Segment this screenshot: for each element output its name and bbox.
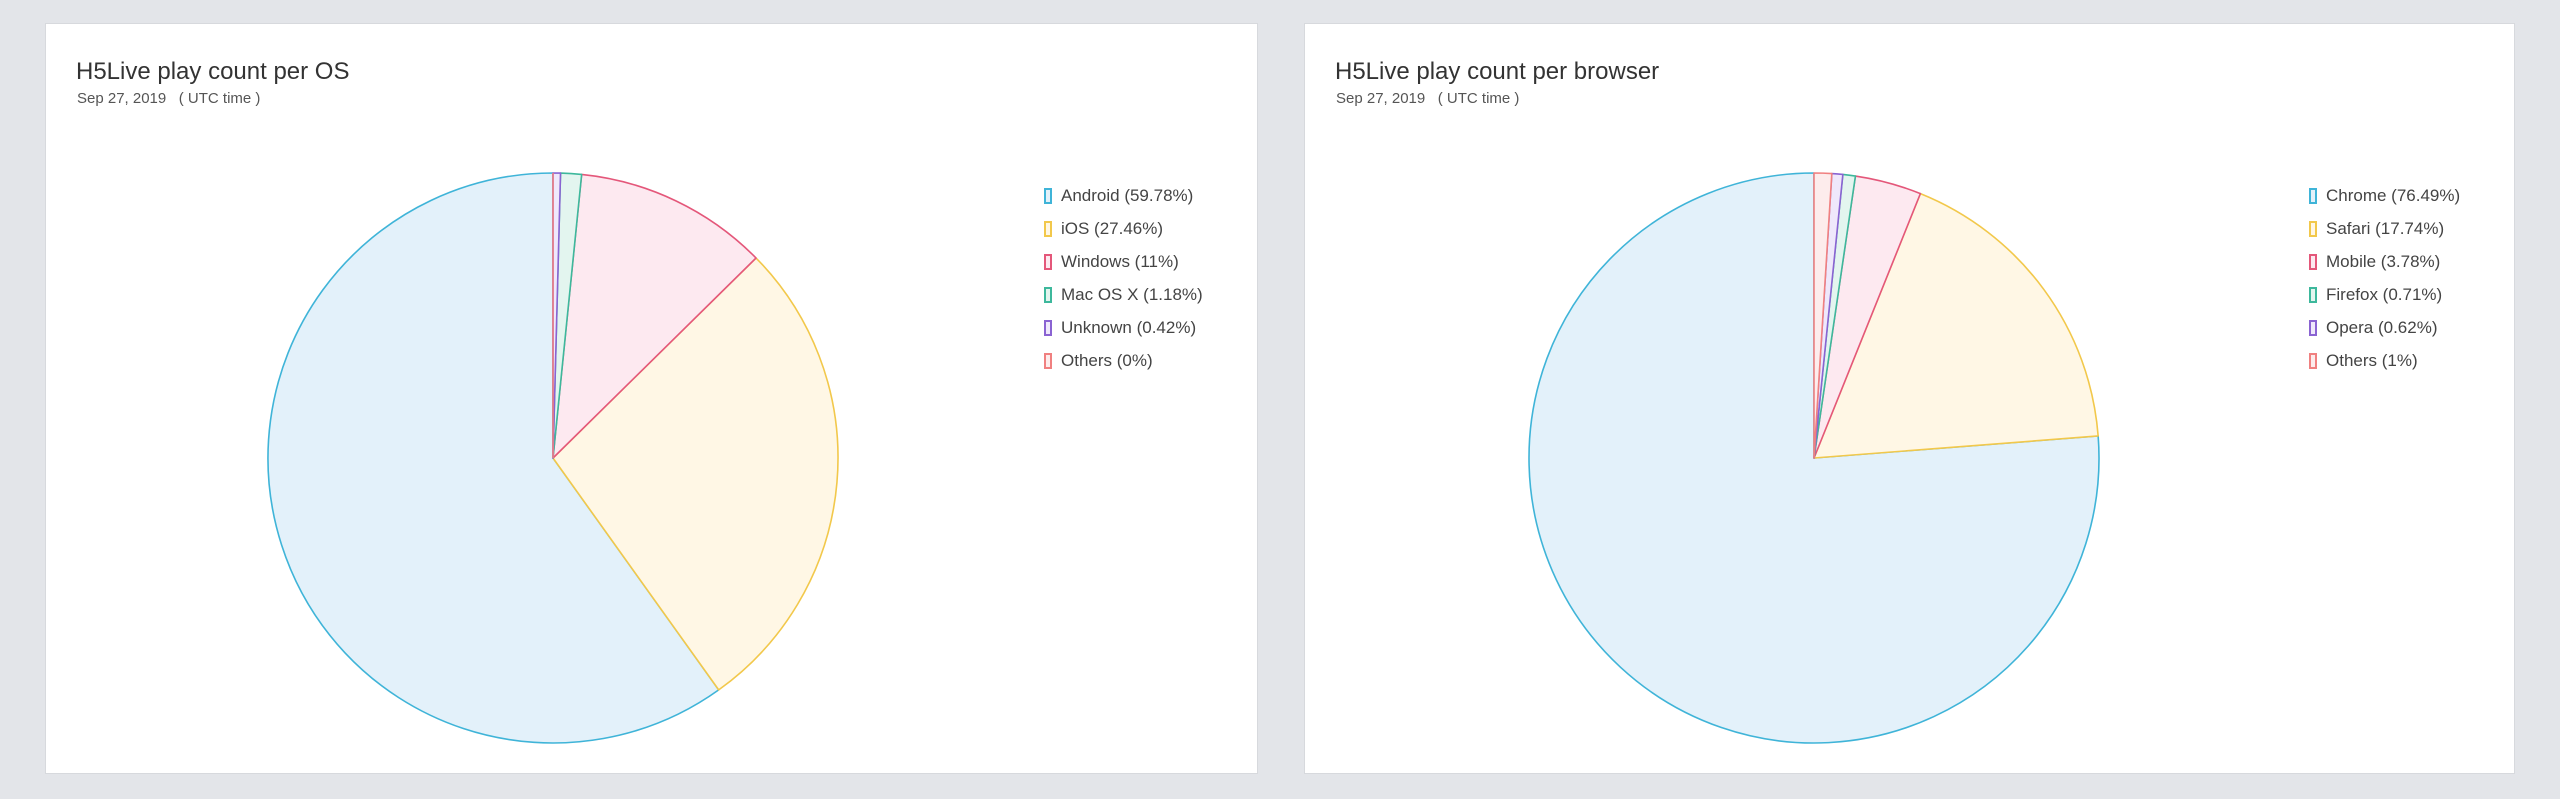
- pie-slice-safari[interactable]: [1813, 192, 2099, 459]
- legend-label: Opera (0.62%): [2326, 317, 2438, 337]
- legend-swatch: [2309, 319, 2317, 336]
- browser-legend: Chrome (76.49%) Safari (17.74%) Mobile (…: [2309, 179, 2460, 377]
- chart-title: H5Live play count per browser: [1335, 58, 1660, 85]
- legend-item-mobile[interactable]: Mobile (3.78%): [2309, 245, 2460, 278]
- os-chart-card: H5Live play count per OS Sep 27, 2019 ( …: [45, 23, 1258, 774]
- os-pie-chart: [267, 172, 839, 744]
- legend-item-android[interactable]: Android (59.78%): [1044, 179, 1203, 212]
- legend-item-safari[interactable]: Safari (17.74%): [2309, 212, 2460, 245]
- legend-label: Others (0%): [1061, 350, 1153, 370]
- legend-label: Others (1%): [2326, 350, 2418, 370]
- legend-item-chrome[interactable]: Chrome (76.49%): [2309, 179, 2460, 212]
- legend-label: Firefox (0.71%): [2326, 284, 2443, 304]
- pie-slice-others[interactable]: [1813, 172, 1833, 459]
- legend-label: Mobile (3.78%): [2326, 251, 2441, 271]
- legend-swatch: [2309, 286, 2317, 303]
- browser-pie-chart: [1528, 172, 2100, 744]
- chart-subtitle: Sep 27, 2019 ( UTC time ): [1336, 90, 1520, 107]
- legend-swatch: [1044, 352, 1052, 369]
- legend-label: Chrome (76.49%): [2326, 185, 2461, 205]
- legend-swatch: [1044, 319, 1052, 336]
- legend-swatch: [2309, 352, 2317, 369]
- chart-title: H5Live play count per OS: [76, 58, 350, 85]
- pie-slice-windows[interactable]: [552, 173, 757, 459]
- legend-swatch: [2309, 187, 2317, 204]
- pie-slice-android[interactable]: [267, 172, 720, 744]
- legend-label: Mac OS X (1.18%): [1061, 284, 1203, 304]
- legend-item-opera[interactable]: Opera (0.62%): [2309, 311, 2460, 344]
- chart-subtitle: Sep 27, 2019 ( UTC time ): [77, 90, 261, 107]
- legend-item-windows[interactable]: Windows (11%): [1044, 245, 1203, 278]
- legend-label: Unknown (0.42%): [1061, 317, 1197, 337]
- browser-chart-card: H5Live play count per browser Sep 27, 20…: [1304, 23, 2515, 774]
- legend-swatch: [2309, 220, 2317, 237]
- legend-swatch: [1044, 253, 1052, 270]
- legend-item-firefox[interactable]: Firefox (0.71%): [2309, 278, 2460, 311]
- legend-item-unknown[interactable]: Unknown (0.42%): [1044, 311, 1203, 344]
- legend-swatch: [1044, 220, 1052, 237]
- legend-item-ios[interactable]: iOS (27.46%): [1044, 212, 1203, 245]
- legend-swatch: [1044, 286, 1052, 303]
- legend-swatch: [1044, 187, 1052, 204]
- legend-label: iOS (27.46%): [1061, 218, 1164, 238]
- os-legend: Android (59.78%) iOS (27.46%) Windows (1…: [1044, 179, 1203, 377]
- legend-item-mac-os-x[interactable]: Mac OS X (1.18%): [1044, 278, 1203, 311]
- pie-slice-ios[interactable]: [552, 257, 839, 691]
- legend-item-others[interactable]: Others (1%): [2309, 344, 2460, 377]
- legend-label: Android (59.78%): [1061, 185, 1194, 205]
- legend-label: Safari (17.74%): [2326, 218, 2445, 238]
- legend-swatch: [2309, 253, 2317, 270]
- legend-label: Windows (11%): [1061, 251, 1179, 271]
- legend-item-others[interactable]: Others (0%): [1044, 344, 1203, 377]
